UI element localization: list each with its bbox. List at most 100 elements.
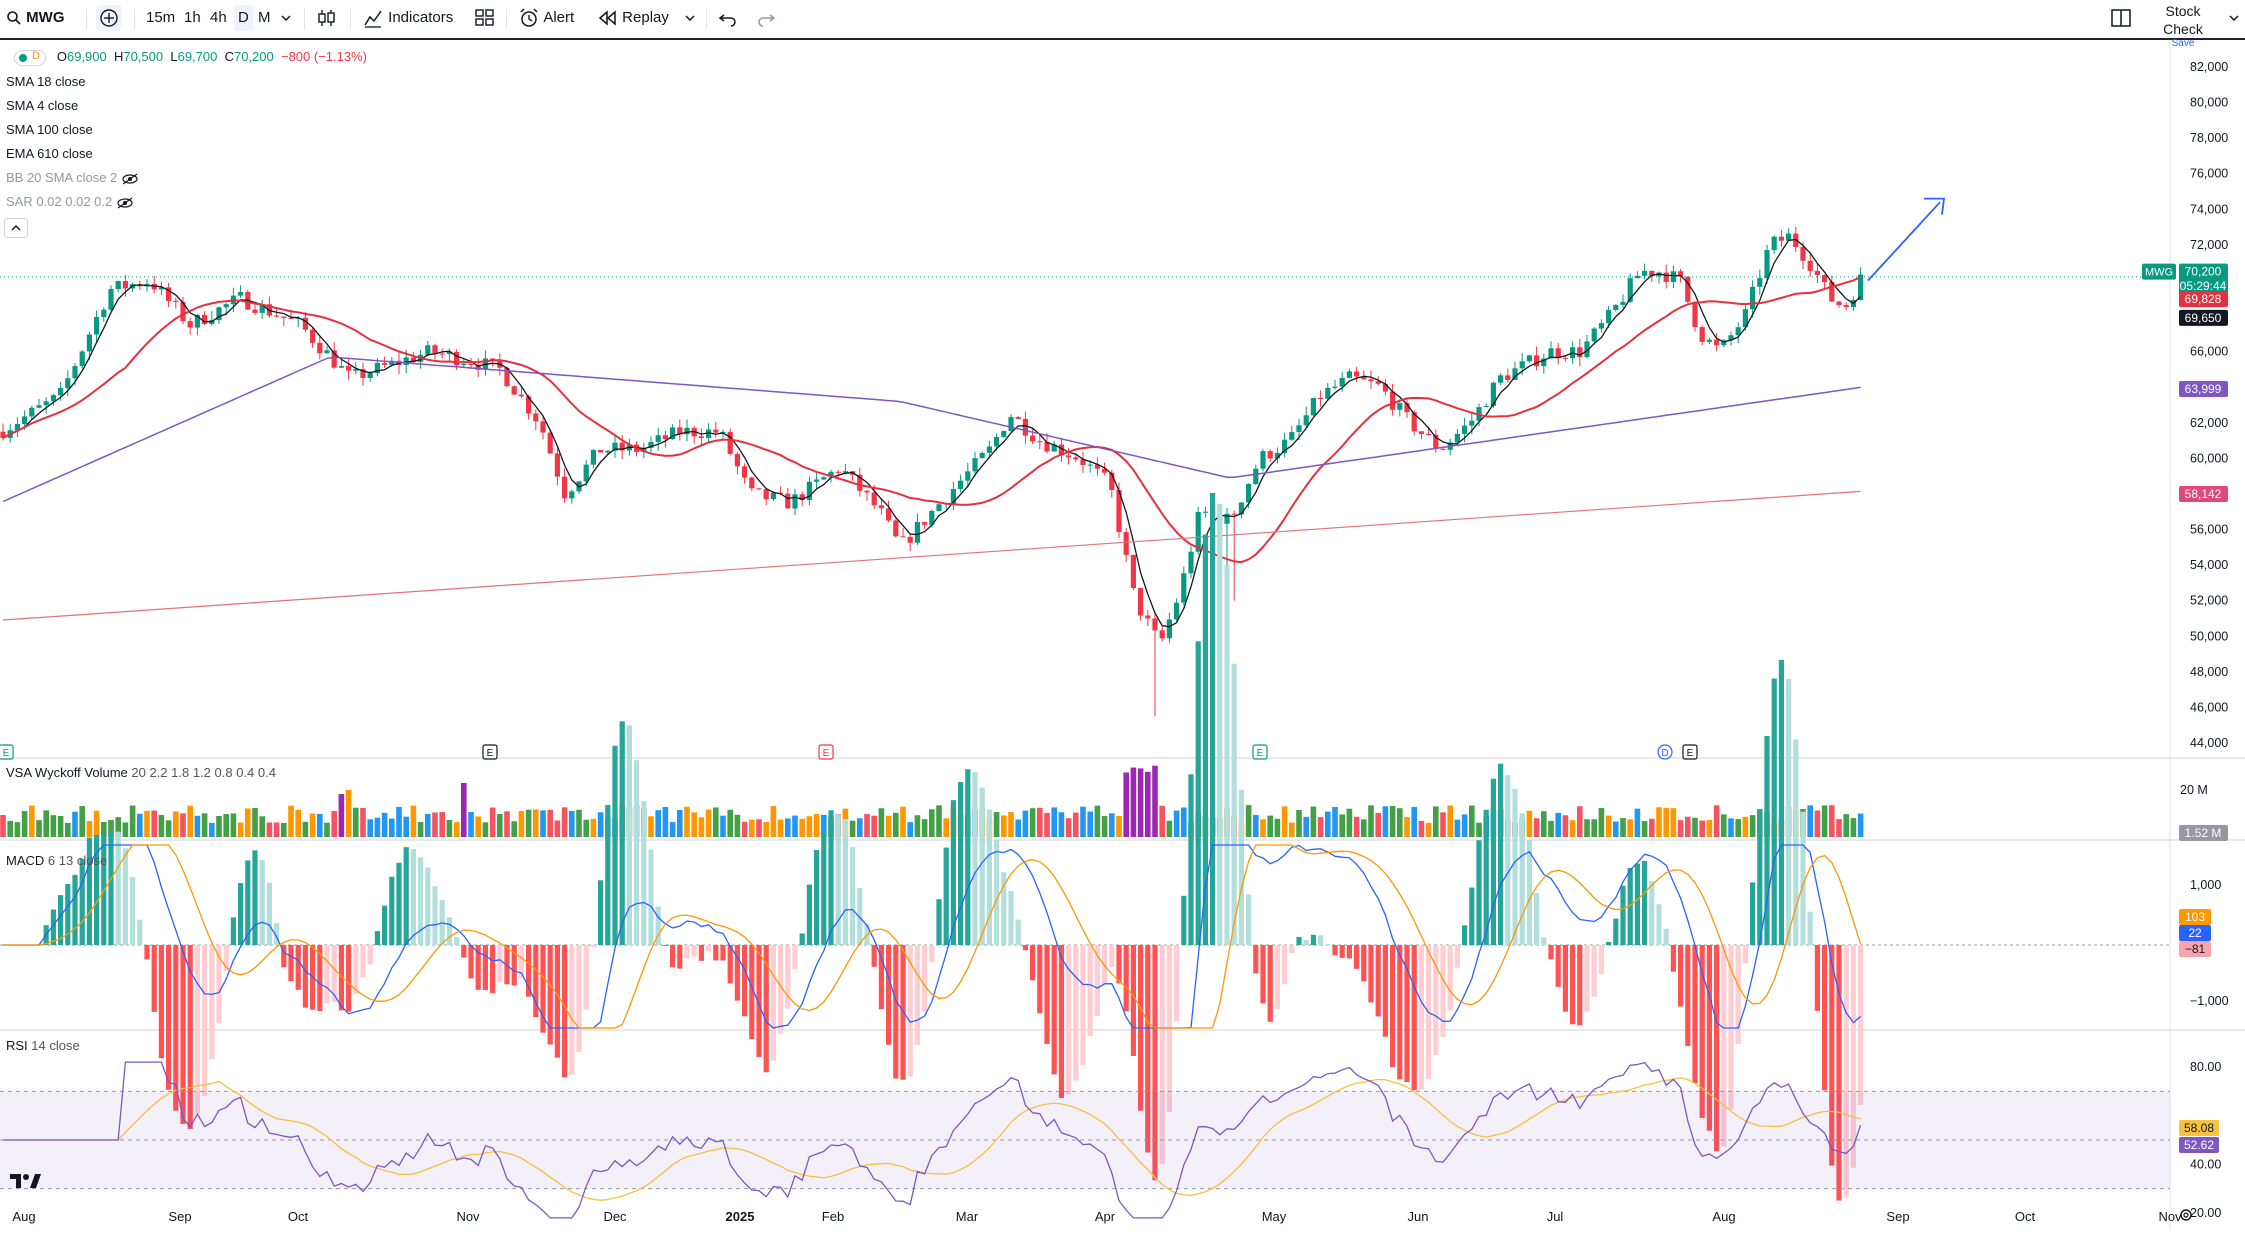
chart-area[interactable]: 82,00080,00078,00076,00074,00072,00070,0… (0, 40, 2245, 1229)
chevron-down-icon (281, 15, 291, 22)
replay-dropdown[interactable] (684, 0, 696, 38)
candle-body (1678, 271, 1684, 277)
volume-bar (158, 814, 165, 837)
layout-name-button[interactable]: Stock Check Save (2148, 2, 2218, 49)
layout-dropdown[interactable] (2228, 0, 2240, 38)
candle-body (1066, 455, 1072, 458)
candle-body (353, 369, 359, 371)
study-sma18[interactable]: SMA 18 close (6, 74, 86, 89)
candle-body (1771, 236, 1777, 251)
price-chart-svg[interactable]: 82,00080,00078,00076,00074,00072,00070,0… (0, 40, 2245, 1229)
macd-histogram-bar (1598, 945, 1604, 974)
volume-bar (1541, 811, 1547, 837)
volume-bar (497, 813, 503, 837)
macd-histogram-bar (1145, 945, 1151, 1153)
macd-histogram-bar (1289, 945, 1295, 954)
macd-histogram-bar (238, 883, 244, 945)
macd-histogram-bar (1750, 882, 1756, 945)
volume-pane-title[interactable]: VSA Wyckoff Volume 20 2.2 1.8 1.2 0.8 0.… (6, 765, 276, 780)
candle-body (1418, 431, 1424, 435)
replay-button[interactable]: Replay (598, 0, 669, 38)
time-axis-label: Apr (1095, 1209, 1116, 1224)
macd-histogram-bar (1800, 811, 1806, 945)
replay-label: Replay (622, 9, 669, 26)
volume-bar (1080, 806, 1086, 837)
volume-bar (1677, 820, 1684, 837)
macd-histogram-bar (338, 945, 344, 1011)
market-status-pill[interactable]: D (14, 49, 46, 66)
symbol-search[interactable]: MWG (6, 0, 65, 38)
macd-histogram-bar (1613, 918, 1619, 945)
candle-body (1764, 250, 1770, 279)
candle-body (439, 353, 445, 355)
volume-bar (1807, 805, 1813, 837)
volume-bar (1857, 813, 1864, 837)
layout-button[interactable] (2110, 0, 2132, 38)
candle-body (1087, 464, 1093, 466)
tf-1h[interactable]: 1h (184, 9, 201, 26)
macd-histogram-bar (274, 922, 280, 945)
alert-button[interactable]: Alert (518, 0, 574, 38)
time-axis-settings[interactable] (2178, 1207, 2194, 1228)
macd-histogram-bar (1260, 945, 1266, 1004)
rsi-title: RSI (6, 1038, 28, 1053)
collapse-legend-button[interactable] (4, 218, 28, 238)
price-tick-label: 48,000 (2190, 665, 2228, 679)
candle-body (274, 315, 280, 317)
macd-histogram-bar (1382, 945, 1388, 1037)
volume-bar (1613, 821, 1619, 837)
chart-type-button[interactable] (316, 0, 338, 38)
macd-pane-title[interactable]: MACD 6 13 close (6, 853, 107, 868)
redo-button[interactable] (756, 0, 776, 38)
macd-histogram-bar (1476, 840, 1482, 945)
eye-hidden-icon[interactable] (116, 197, 134, 209)
candle-body (14, 424, 20, 431)
volume-bar (245, 808, 251, 837)
compare-button[interactable] (96, 0, 126, 38)
volume-bar (1130, 767, 1137, 837)
candle-body (194, 314, 200, 328)
volume-bar (65, 822, 71, 837)
volume-bar (662, 806, 669, 837)
macd-histogram-bar (115, 831, 121, 945)
candle-body (1440, 448, 1446, 450)
macd-histogram-bar (1505, 775, 1511, 945)
price-tick-label: 50,000 (2190, 629, 2228, 643)
candle-body (562, 476, 568, 499)
candle-body (756, 488, 762, 490)
rsi-label-text: 58.08 (2184, 1121, 2214, 1135)
macd-histogram-bar (1174, 945, 1180, 1021)
study-sar[interactable]: SAR 0.02 0.02 0.2 (6, 194, 134, 209)
macd-histogram-bar (569, 945, 575, 1075)
macd-histogram-bar (1210, 492, 1216, 945)
tf-15m[interactable]: 15m (146, 9, 176, 26)
volume-bar (1137, 768, 1144, 837)
eye-hidden-icon[interactable] (121, 173, 139, 185)
volume-bar (691, 812, 697, 837)
tradingview-logo[interactable] (8, 1172, 42, 1195)
rsi-pane-title[interactable]: RSI 14 close (6, 1038, 80, 1053)
study-sma4[interactable]: SMA 4 close (6, 98, 79, 113)
indicators-button[interactable]: Indicators (362, 0, 453, 38)
candle-body (590, 449, 596, 465)
macd-histogram-bar (720, 945, 726, 961)
tf-d-active[interactable]: D (234, 5, 253, 31)
tf-m[interactable]: M (258, 9, 271, 26)
tf-dropdown[interactable] (280, 0, 292, 38)
macd-histogram-bar (1397, 945, 1403, 1080)
volume-bar (1382, 806, 1389, 837)
templates-button[interactable] (474, 0, 494, 38)
volume-bar (1303, 816, 1309, 837)
study-bb[interactable]: BB 20 SMA close 2 (6, 170, 139, 185)
study-ema610[interactable]: EMA 610 close (6, 146, 93, 161)
macd-histogram-bar (1519, 813, 1525, 945)
macd-histogram-bar (662, 945, 668, 946)
macd-histogram-bar (216, 945, 222, 1024)
macd-histogram-bar (396, 862, 402, 945)
macd-histogram-bar (922, 945, 928, 1012)
study-sma100[interactable]: SMA 100 close (6, 122, 93, 137)
undo-button[interactable] (718, 0, 738, 38)
volume-bar (439, 811, 445, 837)
tf-4h[interactable]: 4h (210, 9, 227, 26)
candle-body (713, 429, 719, 433)
